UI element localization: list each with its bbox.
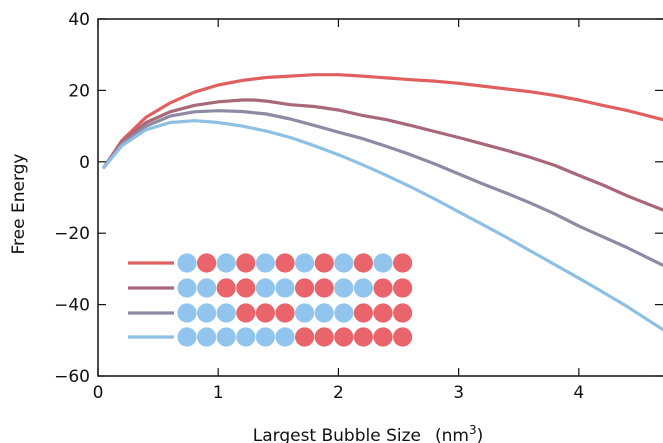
legend-bead xyxy=(255,303,275,323)
legend-bead xyxy=(275,303,295,323)
legend-bead xyxy=(216,278,236,298)
x-tick-label: 3 xyxy=(453,383,464,403)
legend-bead xyxy=(255,278,275,298)
y-tick-label: −60 xyxy=(54,367,90,387)
legend-bead xyxy=(197,253,217,273)
legend-bead xyxy=(334,278,354,298)
legend-bead xyxy=(314,327,334,347)
legend-bead xyxy=(236,303,256,323)
legend-bead xyxy=(236,278,256,298)
x-tick-label: 0 xyxy=(93,383,104,403)
legend-bead xyxy=(216,303,236,323)
legend-bead xyxy=(275,278,295,298)
y-tick-label: 20 xyxy=(68,81,90,101)
plot-frame xyxy=(97,18,663,377)
series-lines xyxy=(102,73,663,332)
x-tick-label: 1 xyxy=(213,383,224,403)
series-line-2 xyxy=(102,98,663,212)
legend-bead xyxy=(393,278,413,298)
legend-bead xyxy=(314,278,334,298)
y-axis-label: Free Energy xyxy=(9,154,29,255)
legend-bead xyxy=(373,278,393,298)
series-line-4 xyxy=(102,119,663,332)
legend-bead xyxy=(334,327,354,347)
legend-bead xyxy=(177,303,197,323)
y-tick-label: 0 xyxy=(79,153,90,173)
legend xyxy=(128,253,413,347)
x-tick-label: 4 xyxy=(573,383,584,403)
legend-bead xyxy=(353,253,373,273)
legend-bead xyxy=(295,303,315,323)
legend-bead xyxy=(314,253,334,273)
legend-bead xyxy=(373,303,393,323)
legend-bead xyxy=(236,253,256,273)
x-axis-label-unit-exp: 3 xyxy=(469,423,477,437)
legend-bead xyxy=(295,253,315,273)
x-axis-label: Largest Bubble Size (nm3) xyxy=(253,423,484,443)
x-axis-label-main: Largest Bubble Size xyxy=(253,426,421,443)
legend-bead xyxy=(373,327,393,347)
legend-bead xyxy=(353,327,373,347)
series-line-1 xyxy=(102,73,663,169)
y-tick-label: 40 xyxy=(68,10,90,30)
y-tick-label: −20 xyxy=(54,224,90,244)
legend-bead xyxy=(177,278,197,298)
legend-bead xyxy=(393,327,413,347)
legend-bead xyxy=(197,278,217,298)
legend-bead xyxy=(216,253,236,273)
legend-bead xyxy=(314,303,334,323)
legend-bead xyxy=(275,253,295,273)
y-tick-label: −40 xyxy=(54,296,90,316)
legend-bead xyxy=(177,253,197,273)
legend-bead xyxy=(197,327,217,347)
axis-ticks: 0 1 2 3 4 40 20 0 −20 −40 −60 xyxy=(54,10,663,403)
series-line-3 xyxy=(102,109,663,267)
plot-area xyxy=(97,18,663,377)
legend-bead xyxy=(255,327,275,347)
legend-bead xyxy=(353,278,373,298)
legend-bead xyxy=(393,303,413,323)
legend-bead xyxy=(334,303,354,323)
legend-bead xyxy=(295,327,315,347)
legend-bead xyxy=(255,253,275,273)
legend-bead xyxy=(177,327,197,347)
legend-bead xyxy=(373,253,393,273)
x-tick-label: 2 xyxy=(333,383,344,403)
legend-bead xyxy=(275,327,295,347)
legend-bead xyxy=(295,278,315,298)
legend-bead xyxy=(334,253,354,273)
x-axis-label-unit: (nm xyxy=(435,426,469,443)
legend-bead xyxy=(393,253,413,273)
legend-bead xyxy=(216,327,236,347)
legend-bead xyxy=(353,303,373,323)
x-axis-label-unit-close: ) xyxy=(477,426,484,443)
legend-bead xyxy=(236,327,256,347)
legend-bead xyxy=(197,303,217,323)
